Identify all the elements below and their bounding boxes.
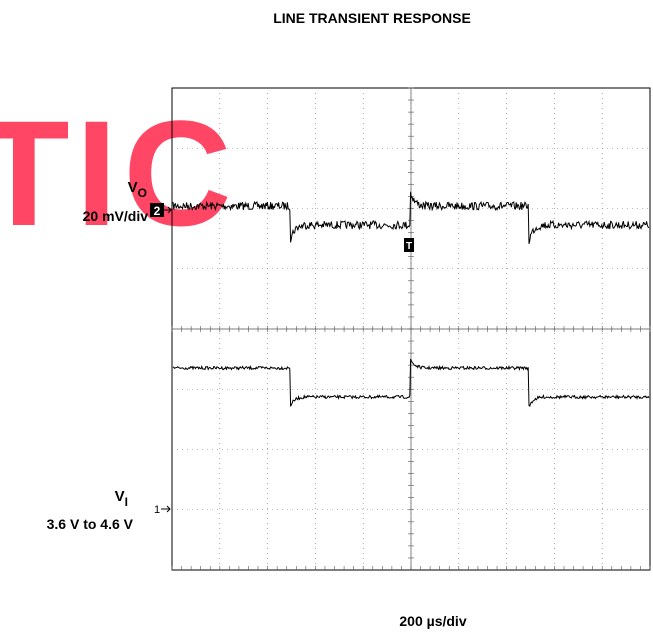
- watermark: TIC: [0, 89, 238, 257]
- ch2-arrow: [164, 206, 172, 214]
- ch2-marker: 2: [154, 204, 161, 218]
- ch2-marker-box: [150, 203, 164, 217]
- vi-trace: [172, 358, 650, 407]
- trigger-marker: T: [406, 241, 412, 252]
- ch1-marker: 1: [154, 504, 160, 516]
- title: LINE TRANSIENT RESPONSE: [273, 10, 471, 26]
- graticule: [171, 87, 651, 571]
- vo-trace: [172, 191, 650, 245]
- traces: [172, 191, 650, 407]
- vo-label: VO: [128, 179, 147, 200]
- time-scale: 200 µs/div: [399, 613, 466, 629]
- vo-scale: 20 mV/div: [83, 208, 149, 224]
- trigger-box: [404, 238, 414, 252]
- vi-scale: 3.6 V to 4.6 V: [47, 516, 134, 532]
- ch1-arrow: [161, 505, 171, 513]
- vi-label: VI: [115, 488, 128, 509]
